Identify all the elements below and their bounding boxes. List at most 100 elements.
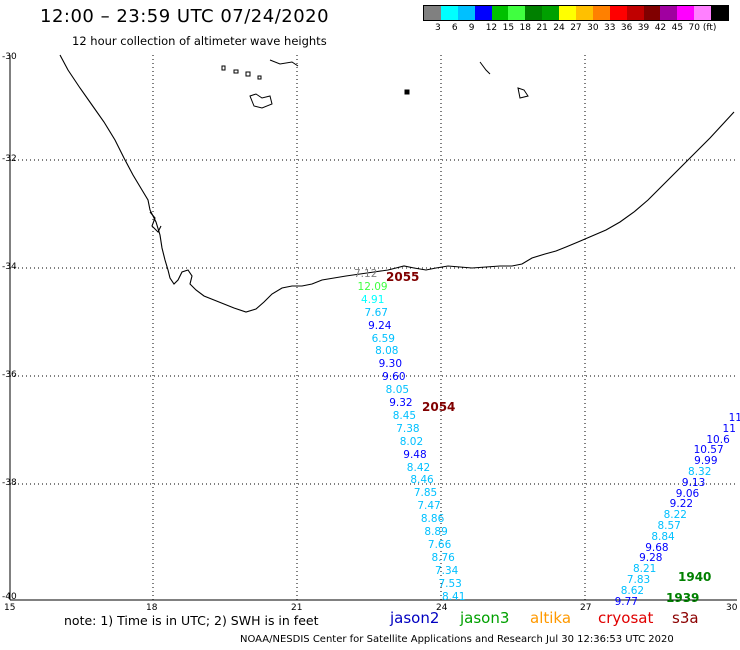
swh-observation: 7.53	[438, 577, 462, 590]
pass-time-label: 1939	[666, 591, 700, 605]
map-title: 12:00 – 23:59 UTC 07/24/2020	[40, 6, 330, 27]
legend-label: 27	[570, 23, 582, 33]
legend-label: 36	[620, 23, 633, 33]
swh-observation: 8.84	[651, 530, 675, 543]
y-tick-label: -30	[2, 52, 17, 62]
swh-observation: 9.68	[645, 541, 669, 554]
y-tick-label: -34	[2, 262, 17, 272]
legend-label: 45	[671, 23, 684, 33]
legend-label: 39	[637, 23, 650, 33]
legend-swatch	[424, 6, 441, 20]
swh-observation: 7.12	[354, 268, 378, 280]
x-tick-label: 30	[726, 603, 738, 613]
swh-observation: 9.22	[669, 498, 694, 511]
legend-swatch	[559, 6, 577, 20]
pass-time-label: 2055	[386, 270, 420, 284]
swh-observation: 9.48	[403, 448, 427, 461]
swh-observation: 7.66	[427, 538, 452, 551]
color-legend-bar	[423, 5, 730, 21]
satellite-name: s3a	[672, 609, 699, 627]
x-tick-label: 27	[580, 603, 592, 613]
swh-observation: 8.05	[385, 384, 410, 397]
legend-label: 6	[451, 23, 458, 33]
legend-swatch	[626, 6, 644, 20]
x-tick-label: 21	[291, 603, 303, 613]
swh-observation: 8.41	[442, 590, 466, 603]
satellite-name: cryosat	[598, 609, 654, 627]
legend-swatch	[643, 6, 661, 20]
legend-swatch	[609, 6, 627, 20]
footer-credit: NOAA/NESDIS Center for Satellite Applica…	[240, 634, 674, 645]
legend-label: 21	[536, 23, 548, 33]
swh-observation: 9.30	[378, 358, 403, 371]
legend-label: 30	[587, 23, 599, 33]
map-subtitle: 12 hour collection of altimeter wave hei…	[72, 34, 327, 48]
legend-swatch	[677, 6, 695, 20]
y-tick-label: -38	[2, 478, 17, 488]
swh-observation: 8.42	[406, 461, 431, 474]
legend-swatch	[474, 6, 492, 20]
legend-label: 33	[604, 23, 616, 33]
swh-observation: 8.02	[399, 435, 424, 448]
legend-label: 70 (ft)	[688, 23, 717, 33]
legend-swatch	[508, 6, 526, 20]
legend-label: 24	[553, 23, 565, 33]
legend-swatch	[440, 6, 458, 20]
legend-swatch	[457, 6, 475, 20]
swh-observation: 6.59	[371, 332, 395, 345]
swh-observation: 4.91	[361, 293, 385, 306]
legend-label: 3	[435, 23, 441, 33]
swh-observation: 8.21	[632, 563, 657, 576]
swh-observation: 7.47	[417, 500, 441, 513]
legend-swatch	[660, 6, 678, 20]
swh-observation: 9.99	[694, 455, 718, 468]
legend-swatch	[525, 6, 543, 20]
swh-observation: 9.13	[681, 476, 706, 489]
swh-observation: 9.06	[675, 487, 700, 500]
satellite-name: jason2	[390, 609, 440, 627]
swh-observation: 8.46	[410, 474, 434, 487]
swh-observation: 8.86	[420, 513, 445, 526]
legend-swatch	[694, 6, 712, 20]
pass-time-label: 1940	[678, 570, 712, 584]
swh-observation: 8.62	[620, 584, 645, 597]
pass-time-label: 2054	[422, 400, 456, 414]
swh-observation: 8.32	[688, 466, 712, 478]
swh-observation: 8.76	[431, 551, 455, 564]
legend-label: 18	[519, 23, 531, 33]
legend-swatch	[711, 6, 729, 20]
swh-observation: 10.57	[693, 444, 724, 457]
coastline-bay	[149, 211, 162, 233]
x-tick-label: 15	[4, 603, 16, 613]
swh-observation: 11	[728, 412, 740, 424]
y-tick-label: -32	[2, 154, 17, 164]
islands	[221, 59, 529, 109]
swh-observation: 9.32	[389, 397, 413, 409]
satellite-name: jason3	[460, 609, 510, 627]
swh-observation: 10.6	[706, 433, 730, 446]
swh-observation: 7.83	[626, 574, 651, 586]
swh-observation: 8.22	[663, 509, 687, 522]
x-tick-label: 24	[436, 603, 448, 613]
legend-swatch	[542, 6, 560, 20]
legend-swatch	[592, 6, 610, 20]
legend-label: 9	[468, 23, 475, 33]
swh-observation: 9.60	[382, 371, 406, 384]
grid-lines	[10, 55, 737, 600]
swh-observation: 7.34	[434, 564, 459, 577]
legend-swatch	[491, 6, 509, 20]
swh-observation: 8.08	[375, 345, 399, 358]
legend-label: 42	[654, 23, 667, 33]
swh-observation: 8.45	[392, 409, 417, 422]
swh-observation: 7.67	[364, 306, 388, 319]
swh-observation: 7.85	[413, 487, 438, 500]
swh-observation: 9.24	[368, 319, 392, 332]
swh-observation: 7.38	[396, 422, 420, 435]
x-tick-label: 18	[146, 603, 158, 613]
legend-label: 15	[502, 23, 515, 33]
legend-swatch	[576, 6, 593, 20]
y-tick-label: -40	[2, 592, 17, 602]
swh-observation: 8.57	[657, 520, 681, 532]
satellite-name: altika	[530, 609, 572, 627]
